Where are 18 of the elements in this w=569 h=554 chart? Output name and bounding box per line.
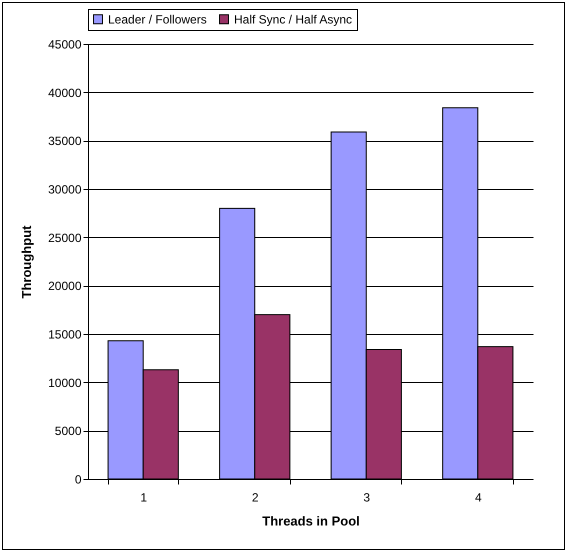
y-tick-label: 0 [74, 472, 82, 486]
legend-label: Leader / Followers [108, 12, 207, 26]
y-tick-label: 25000 [48, 230, 82, 245]
y-tick-label: 15000 [48, 328, 82, 342]
legend-label: Half Sync / Half Async [234, 12, 352, 26]
y-tick-label: 40000 [48, 86, 82, 100]
y-axis-title: Throughput [19, 224, 34, 298]
x-tick-label: 2 [252, 490, 259, 504]
x-tick-label: 4 [474, 490, 482, 504]
x-axis-title: Threads in Pool [262, 514, 360, 528]
y-tick-label: 10000 [48, 376, 82, 390]
y-tick-label: 45000 [48, 38, 82, 52]
y-tick-label: 5000 [54, 424, 82, 438]
y-tick-label: 20000 [48, 279, 82, 294]
x-tick-label: 3 [363, 490, 370, 504]
y-tick-label: 35000 [48, 134, 82, 148]
x-tick-label: 1 [140, 490, 148, 504]
y-tick-label: 30000 [48, 182, 82, 196]
